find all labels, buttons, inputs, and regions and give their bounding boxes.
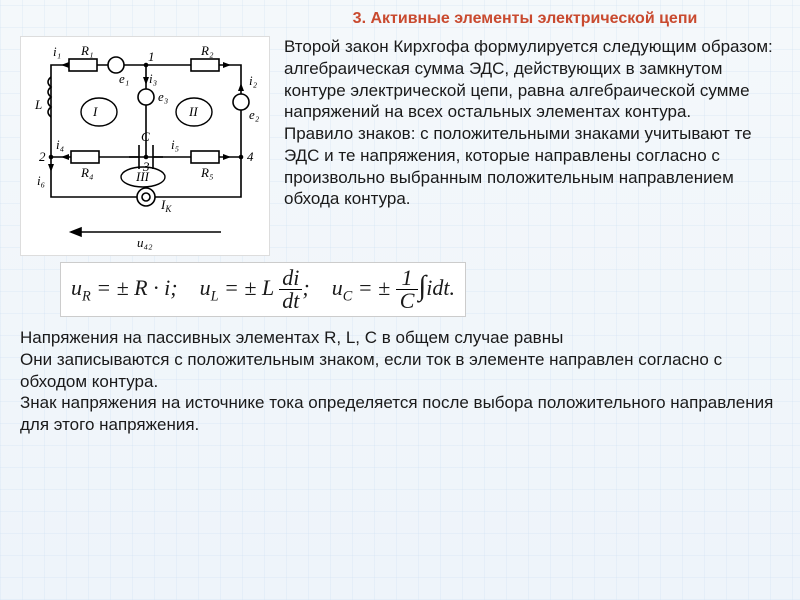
lbl-e3: e₃ bbox=[158, 89, 168, 104]
title-text: 3. Активные элементы электрической цепи bbox=[353, 10, 698, 27]
lbl-R5: R₅ bbox=[200, 165, 213, 180]
lbl-L: L bbox=[34, 97, 42, 112]
lbl-i1: i₁ bbox=[53, 44, 61, 59]
lbl-n1: 1 bbox=[148, 49, 155, 64]
kirchhoff-law-text: Второй закон Кирхгофа формулируется след… bbox=[284, 36, 780, 256]
lbl-R2: R₂ bbox=[200, 43, 214, 58]
lbl-u42: u₄₂ bbox=[137, 235, 153, 250]
section-title: 3. Активные элементы электрической цепи bbox=[270, 10, 780, 28]
lbl-i5: i₅ bbox=[171, 137, 179, 152]
lbl-e2: e₂ bbox=[249, 107, 260, 122]
f-uC: uC = ± 1 C ∫idt. bbox=[332, 275, 455, 300]
bottom-l2: Они записываются с положительным знаком,… bbox=[20, 350, 722, 391]
bottom-explanation: Напряжения на пассивных элементах R, L, … bbox=[20, 327, 780, 436]
lbl-n2: 2 bbox=[39, 149, 46, 164]
lbl-R1: R₁ bbox=[80, 43, 93, 58]
lbl-R4: R₄ bbox=[80, 165, 94, 180]
lbl-n3: 3 bbox=[142, 159, 150, 174]
voltage-formulas: uR = ± R · i; uL = ± L di dt ; uC = ± 1 … bbox=[60, 262, 466, 317]
lbl-i4: i₄ bbox=[56, 137, 65, 152]
lbl-i2: i₂ bbox=[249, 73, 258, 88]
f-uR: uR = ± R · i; bbox=[71, 275, 194, 300]
lbl-loop1: I bbox=[92, 104, 98, 119]
bottom-l3: Знак напряжения на источнике тока опреде… bbox=[20, 393, 773, 434]
circuit-diagram: i₁ R₁ e₁ i₃ e₃ R₂ i₂ e₂ L I II i₄ R₄ C i… bbox=[20, 36, 270, 256]
law-p2: Правило знаков: с положительными знаками… bbox=[284, 124, 752, 208]
bottom-l1: Напряжения на пассивных элементах R, L, … bbox=[20, 328, 563, 347]
lbl-i3: i₃ bbox=[149, 71, 157, 86]
f-uL: uL = ± L di dt ; bbox=[200, 275, 332, 300]
lbl-Ik: IК bbox=[160, 197, 172, 214]
lbl-i6: i₆ bbox=[37, 173, 45, 188]
lbl-loop2: II bbox=[188, 104, 198, 119]
lbl-n4: 4 bbox=[247, 149, 254, 164]
lbl-e1: e₁ bbox=[119, 71, 129, 86]
lbl-C: C bbox=[141, 129, 150, 144]
law-p1: Второй закон Кирхгофа формулируется след… bbox=[284, 37, 773, 121]
